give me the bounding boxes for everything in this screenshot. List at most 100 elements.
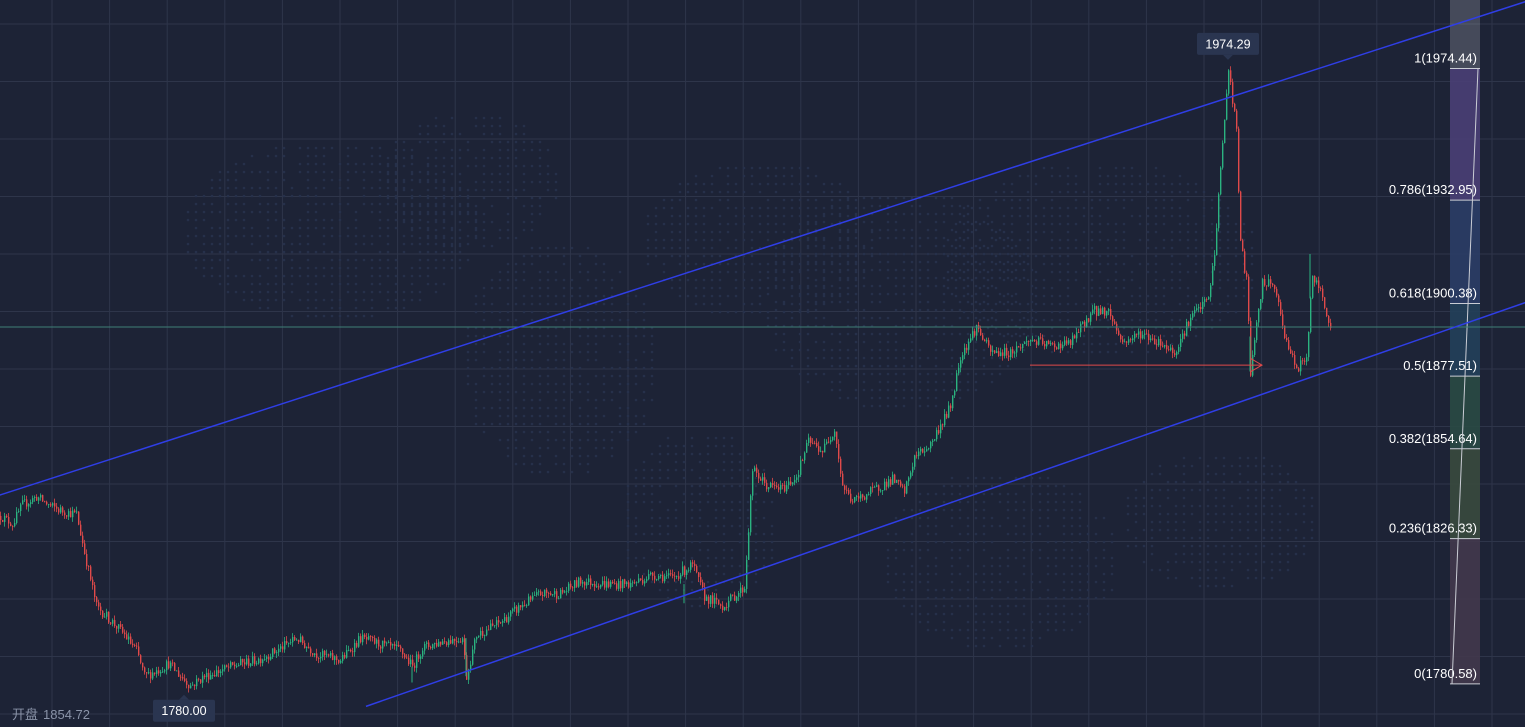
candle [856, 494, 858, 501]
map-dot [694, 198, 698, 202]
candle-body [554, 591, 556, 595]
map-dot [678, 254, 682, 258]
map-dot [926, 540, 930, 544]
candle [568, 581, 570, 594]
map-dot [1294, 536, 1298, 540]
map-dot [1002, 270, 1006, 274]
map-dot [730, 484, 734, 488]
map-dot [934, 236, 938, 240]
map-dot [450, 210, 454, 214]
candle-body [438, 641, 440, 647]
candle [532, 592, 534, 602]
map-dot [474, 334, 478, 338]
map-dot [910, 308, 914, 312]
map-dot [942, 300, 946, 304]
map-dot [714, 556, 718, 560]
map-dot [1198, 584, 1202, 588]
map-dot [474, 350, 478, 354]
map-dot [1206, 544, 1210, 548]
map-dot [570, 446, 574, 450]
candle [874, 485, 876, 488]
map-dot [1034, 334, 1038, 338]
candle-body [248, 658, 250, 666]
map-dot [910, 580, 914, 584]
map-dot [1206, 576, 1210, 580]
map-dot [594, 294, 598, 298]
candle-body [536, 592, 538, 596]
map-dot [322, 154, 326, 158]
map-dot [1058, 222, 1062, 226]
map-dot [854, 222, 858, 226]
candle [730, 593, 732, 602]
candle [190, 682, 192, 689]
map-dot [918, 372, 922, 376]
map-dot [1278, 528, 1282, 532]
map-dot [1050, 166, 1054, 170]
map-dot [1098, 166, 1102, 170]
candle-body [560, 589, 562, 599]
map-dot [954, 238, 958, 242]
map-dot [1022, 556, 1026, 560]
map-dot [1206, 480, 1210, 484]
map-dot [298, 266, 302, 270]
map-dot [934, 508, 938, 512]
map-dot [1122, 230, 1126, 234]
map-dot [1006, 612, 1010, 616]
map-dot [1106, 246, 1110, 250]
map-dot [1162, 198, 1166, 202]
map-dot [706, 436, 710, 440]
map-dot [386, 186, 390, 190]
map-dot [1138, 222, 1142, 226]
map-dot [426, 170, 430, 174]
map-dot [674, 460, 678, 464]
map-dot [1150, 528, 1154, 532]
map-dot [1022, 276, 1026, 280]
map-dot [950, 228, 954, 232]
map-dot [822, 252, 826, 256]
map-dot [562, 286, 566, 290]
map-dot [1218, 278, 1222, 282]
map-dot [846, 230, 850, 234]
map-dot [1006, 620, 1010, 624]
map-dot [626, 350, 630, 354]
candle-body [154, 672, 156, 674]
map-dot [1230, 464, 1234, 468]
candle-body [904, 486, 906, 494]
candle-body [326, 654, 328, 656]
map-dot [642, 468, 646, 472]
candle [864, 495, 866, 501]
map-dot [1022, 316, 1026, 320]
candle [288, 642, 290, 648]
map-dot [1114, 198, 1118, 202]
map-dot [242, 218, 246, 222]
candle [552, 593, 554, 597]
fibonacci-retracement[interactable]: 1(1974.44)0.786(1932.95)0.618(1900.38)0.… [1389, 0, 1480, 685]
map-dot [266, 202, 270, 206]
candle-body [616, 583, 618, 589]
map-dot [702, 302, 706, 306]
map-dot [658, 476, 662, 480]
candle [28, 503, 30, 512]
map-dot [962, 254, 966, 258]
map-dot [1178, 214, 1182, 218]
map-dot [1170, 262, 1174, 266]
map-dot [1194, 238, 1198, 242]
candle [786, 480, 788, 494]
map-dot [490, 220, 494, 224]
map-dot [530, 164, 534, 168]
map-dot [846, 278, 850, 282]
map-dot [846, 238, 850, 242]
map-dot [650, 476, 654, 480]
map-dot [926, 612, 930, 616]
candle-body [192, 684, 194, 686]
map-dot [242, 186, 246, 190]
candle [120, 620, 122, 630]
map-dot [1222, 480, 1226, 484]
map-dot [386, 170, 390, 174]
map-dot [394, 172, 398, 176]
map-dot [674, 556, 678, 560]
map-dot [1214, 544, 1218, 548]
map-dot [902, 604, 906, 608]
